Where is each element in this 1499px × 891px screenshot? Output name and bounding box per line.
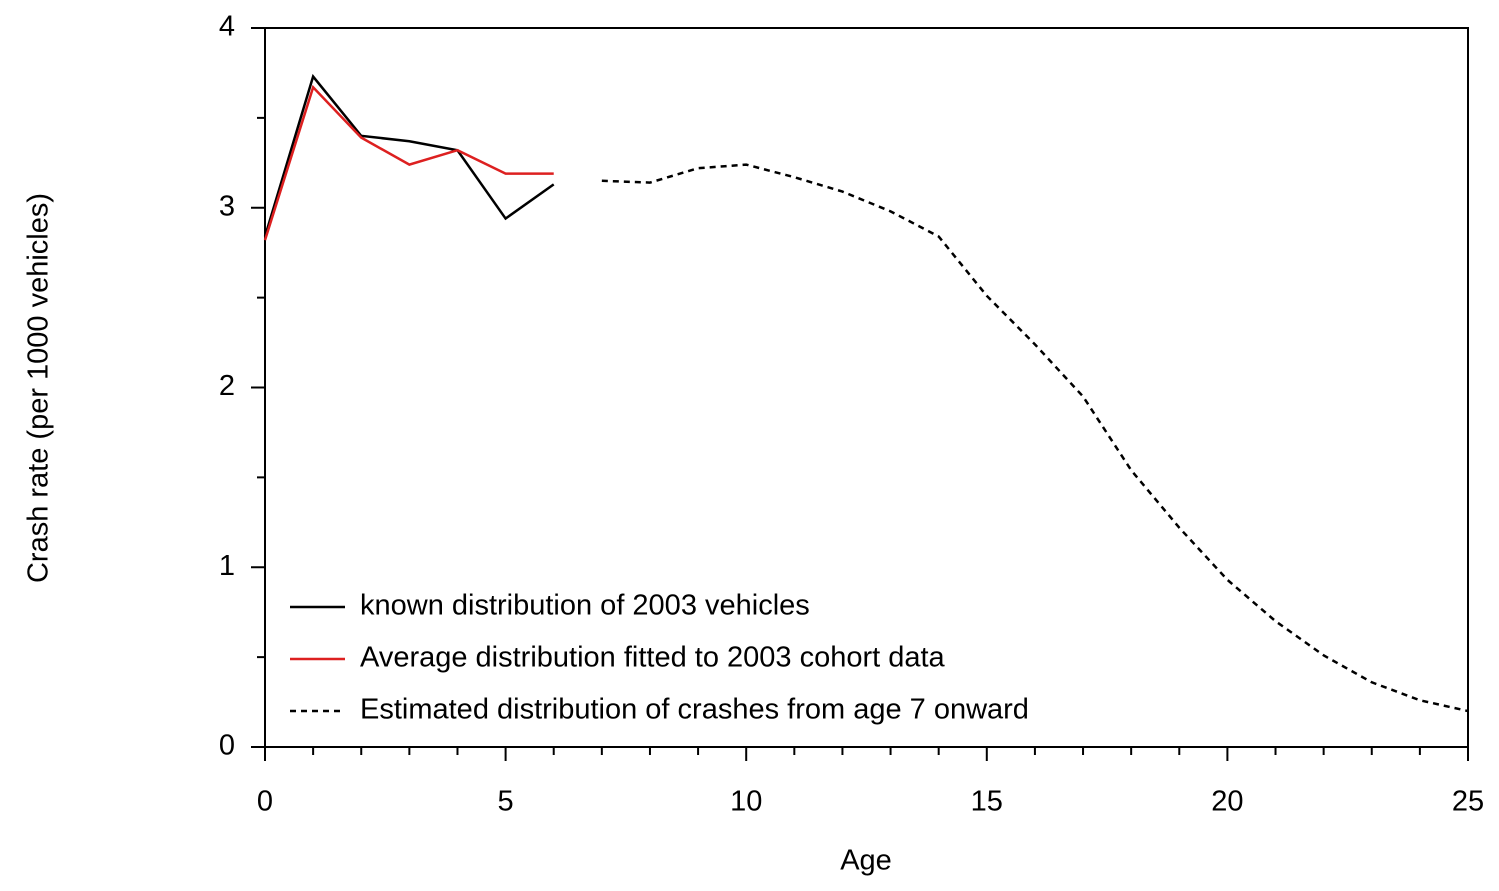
legend-label: known distribution of 2003 vehicles <box>360 590 810 622</box>
x-tick-label: 5 <box>498 786 514 818</box>
legend-label: Estimated distribution of crashes from a… <box>360 694 1029 726</box>
x-tick-label: 15 <box>971 786 1003 818</box>
x-tick-label: 10 <box>730 786 762 818</box>
y-tick-label: 0 <box>219 730 235 762</box>
y-tick-label: 2 <box>219 370 235 402</box>
series-line <box>601 163 1469 713</box>
x-tick-label: 0 <box>257 786 273 818</box>
x-axis-label: Age <box>840 845 892 877</box>
plot-frame <box>264 27 1469 748</box>
series-line <box>263 84 554 241</box>
y-axis-label: Crash rate (per 1000 vehicles) <box>23 193 55 583</box>
legend-label: Average distribution fitted to 2003 coho… <box>360 642 946 674</box>
y-tick-label: 3 <box>219 190 235 222</box>
y-tick-label: 1 <box>219 550 235 582</box>
series-line <box>263 73 555 237</box>
x-tick-label: 25 <box>1452 786 1484 818</box>
y-tick-label: 4 <box>219 11 235 43</box>
x-tick-label: 20 <box>1211 786 1243 818</box>
